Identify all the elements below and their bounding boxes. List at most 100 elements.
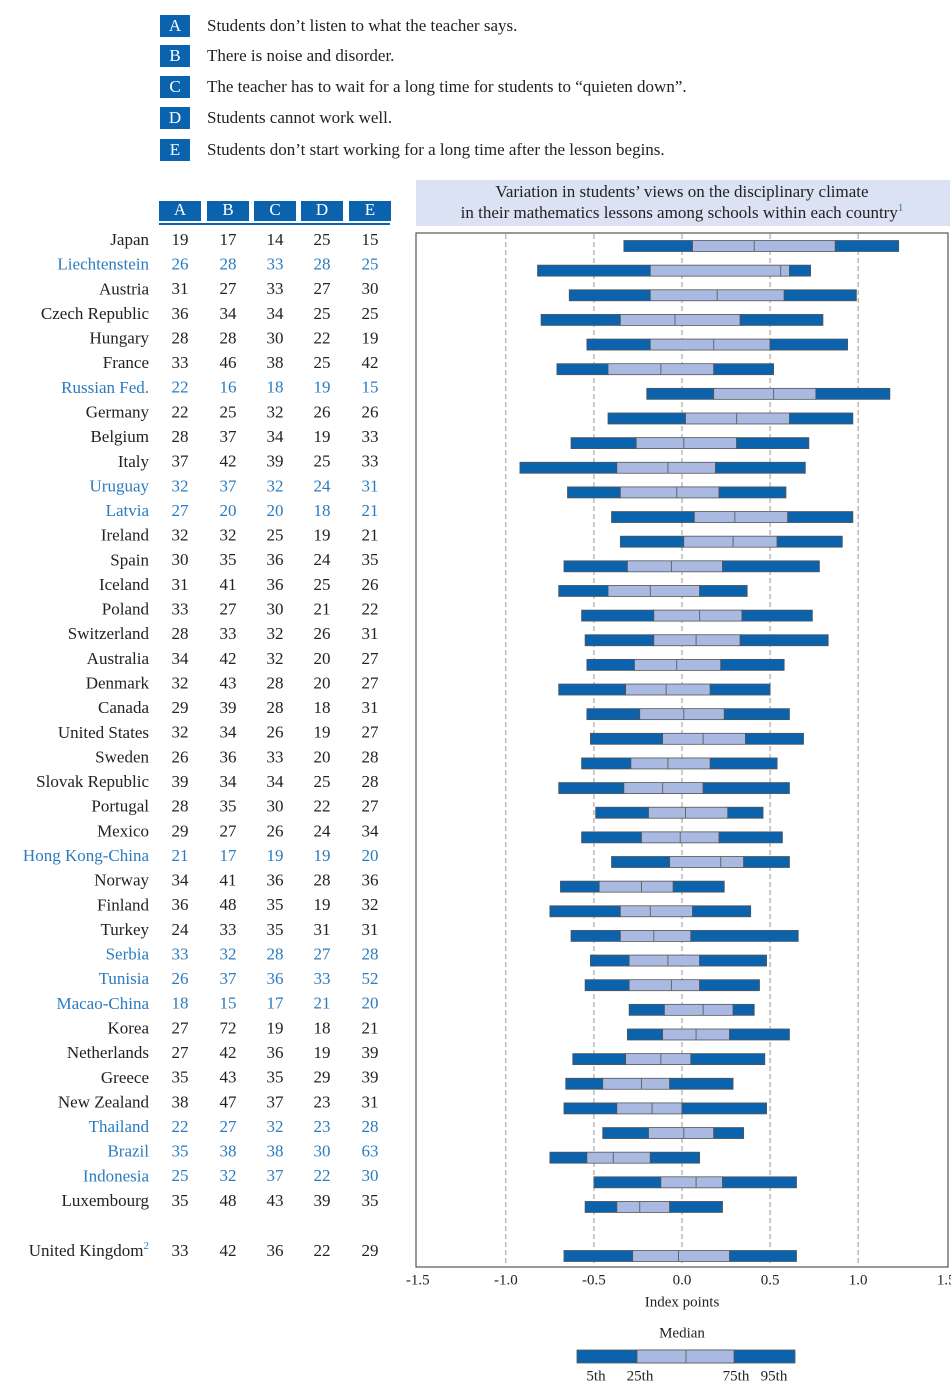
country-label: Austria — [99, 279, 150, 298]
cell-value: 33 — [267, 747, 284, 766]
cell-value: 18 — [314, 501, 331, 520]
cell-value: 33 — [267, 279, 284, 298]
cell-value: 39 — [172, 772, 189, 791]
box-interquartile — [586, 1151, 651, 1164]
cell-value: 19 — [314, 723, 331, 742]
cell-value: 18 — [314, 1018, 331, 1037]
cell-value: 38 — [267, 1142, 284, 1161]
cell-value: 46 — [220, 353, 237, 372]
country-label: Hungary — [90, 328, 150, 347]
cell-value: 28 — [172, 624, 189, 643]
box-upper-tail — [729, 1250, 797, 1262]
cell-value: 20 — [362, 994, 379, 1013]
box-interquartile — [598, 880, 674, 893]
cell-value: 19 — [172, 230, 189, 249]
cell-value: 33 — [172, 1241, 189, 1260]
box-lower-tail — [558, 585, 609, 597]
cell-value: 15 — [220, 994, 237, 1013]
cell-value: 36 — [267, 969, 284, 988]
box-lower-tail — [626, 1028, 664, 1041]
cell-value: 25 — [314, 452, 331, 471]
cell-value: 25 — [314, 353, 331, 372]
box-lower-tail — [646, 387, 715, 400]
cell-value: 20 — [267, 501, 284, 520]
box-lower-tail — [619, 535, 685, 548]
cell-value: 29 — [172, 698, 189, 717]
country-label: Slovak Republic — [36, 772, 149, 791]
box-interquartile — [634, 658, 722, 671]
box-upper-tail — [776, 535, 843, 548]
country-label: Ireland — [101, 526, 150, 545]
cell-value: 35 — [267, 1068, 284, 1087]
cell-value: 25 — [267, 526, 284, 545]
cell-value: 18 — [172, 994, 189, 1013]
cell-value: 42 — [220, 1043, 237, 1062]
box-lower-tail — [628, 1003, 665, 1016]
cell-value: 33 — [220, 624, 237, 643]
cell-value: 28 — [314, 255, 331, 274]
cell-value: 27 — [220, 821, 238, 840]
cell-value: 26 — [267, 821, 284, 840]
box-lower-tail — [558, 782, 625, 794]
box-upper-tail — [672, 880, 725, 893]
box-lower-tail — [595, 806, 649, 819]
cell-value: 26 — [172, 969, 189, 988]
cell-value: 26 — [314, 402, 331, 421]
cell-value: 30 — [172, 550, 189, 569]
box-lower-tail — [602, 1127, 649, 1139]
box-upper-tail — [709, 683, 771, 696]
cell-value: 31 — [362, 1092, 379, 1111]
cell-value: 34 — [172, 649, 190, 668]
box-upper-tail — [815, 387, 891, 400]
box-interquartile — [692, 240, 836, 252]
box-lower-tail — [567, 486, 621, 499]
cell-value: 35 — [172, 1142, 189, 1161]
cell-value: 21 — [314, 600, 331, 619]
box-upper-tail — [690, 930, 799, 942]
country-name: Thailand — [89, 1117, 150, 1136]
box-upper-tail — [699, 585, 748, 597]
cell-value: 41 — [220, 871, 237, 890]
cell-value: 28 — [172, 797, 189, 816]
box-lower-tail — [563, 560, 628, 573]
box-upper-tail — [690, 1053, 766, 1066]
cell-value: 28 — [172, 328, 189, 347]
country-name: New Zealand — [58, 1092, 150, 1111]
cell-value: 21 — [172, 846, 189, 865]
box-upper-tail — [669, 1201, 723, 1213]
box-lower-tail — [586, 658, 635, 671]
country-name: Iceland — [99, 575, 150, 594]
cell-value: 33 — [172, 944, 189, 963]
cell-value: 28 — [172, 427, 189, 446]
box-lower-tail — [589, 954, 630, 967]
x-tick-label: 0.0 — [673, 1272, 692, 1288]
cell-value: 22 — [314, 1166, 331, 1185]
cell-value: 14 — [267, 230, 285, 249]
cell-value: 43 — [267, 1191, 284, 1210]
cell-value: 33 — [362, 452, 379, 471]
box-lower-tail — [589, 732, 664, 745]
cell-value: 24 — [314, 550, 332, 569]
box-interquartile — [660, 1176, 723, 1189]
box-lower-tail — [560, 880, 600, 893]
box-upper-tail — [739, 634, 829, 647]
cell-value: 35 — [267, 895, 284, 914]
box-upper-tail — [769, 338, 848, 351]
country-label: Poland — [102, 600, 150, 619]
cell-value: 34 — [267, 427, 285, 446]
cell-value: 37 — [267, 1092, 285, 1111]
cell-value: 31 — [362, 698, 379, 717]
country-name: Turkey — [101, 920, 150, 939]
box-upper-tail — [715, 461, 806, 474]
box-upper-tail — [702, 782, 790, 794]
country-name: Slovak Republic — [36, 772, 149, 791]
box-interquartile — [619, 930, 692, 942]
cell-value: 43 — [220, 673, 237, 692]
cell-value: 19 — [314, 526, 331, 545]
x-tick-label: -1.5 — [406, 1272, 430, 1288]
box-upper-tail — [699, 954, 767, 967]
country-name: Japan — [110, 230, 149, 249]
cell-value: 20 — [314, 649, 331, 668]
cell-value: 15 — [362, 230, 379, 249]
country-label: Switzerland — [68, 624, 150, 643]
